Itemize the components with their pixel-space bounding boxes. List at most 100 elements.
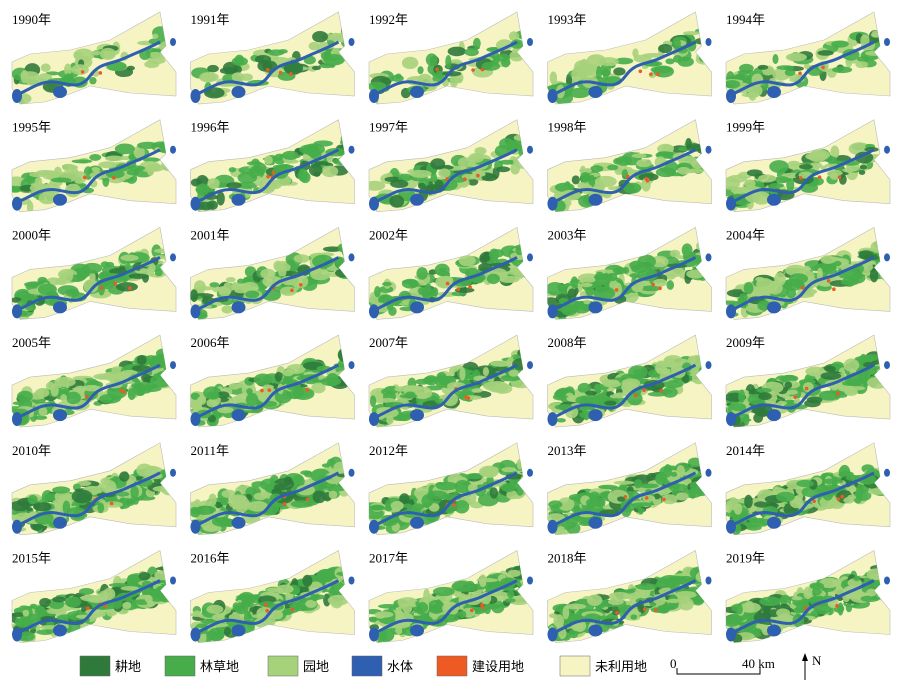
lake bbox=[53, 409, 67, 422]
patch bbox=[66, 269, 74, 282]
built-up bbox=[633, 393, 638, 398]
patch bbox=[136, 463, 153, 477]
patch bbox=[71, 489, 93, 504]
river bbox=[548, 256, 697, 313]
year-label: 2010年 bbox=[12, 443, 51, 458]
built-up bbox=[835, 603, 839, 608]
lake bbox=[12, 519, 22, 534]
patch bbox=[369, 81, 387, 92]
built-up bbox=[282, 502, 287, 506]
river bbox=[727, 40, 875, 98]
patch bbox=[642, 494, 656, 502]
lake bbox=[884, 253, 890, 262]
legend-swatch bbox=[79, 655, 111, 677]
patch bbox=[845, 474, 861, 481]
map-panel: 1992年 bbox=[368, 11, 534, 105]
river bbox=[370, 40, 518, 98]
patch bbox=[200, 500, 213, 506]
patch bbox=[803, 586, 813, 599]
patch bbox=[567, 288, 577, 301]
built-up bbox=[837, 175, 842, 180]
patch bbox=[869, 268, 879, 283]
patch bbox=[585, 390, 597, 396]
lake bbox=[884, 361, 890, 370]
patch bbox=[217, 286, 228, 294]
patch bbox=[168, 563, 176, 575]
patch bbox=[313, 140, 334, 147]
patch bbox=[247, 500, 269, 512]
patch bbox=[633, 54, 652, 63]
patch bbox=[856, 490, 872, 501]
lake bbox=[170, 361, 176, 370]
scale-start: 0 bbox=[670, 656, 677, 671]
patch bbox=[476, 577, 499, 583]
lake bbox=[53, 86, 67, 98]
patch bbox=[449, 73, 459, 88]
patch bbox=[50, 177, 72, 183]
year-label: 2015年 bbox=[12, 551, 51, 566]
patch bbox=[471, 388, 483, 393]
patch bbox=[344, 560, 355, 574]
scale-bar: 0 40 km bbox=[670, 656, 775, 675]
patch bbox=[137, 141, 159, 150]
patch bbox=[566, 522, 581, 535]
built-up bbox=[271, 170, 275, 175]
patch bbox=[411, 503, 424, 511]
patch bbox=[162, 165, 169, 171]
patch bbox=[114, 143, 136, 155]
lake bbox=[12, 89, 22, 103]
patch bbox=[730, 402, 747, 412]
patch bbox=[154, 268, 163, 277]
patch bbox=[71, 159, 93, 164]
patch bbox=[639, 285, 662, 292]
patch bbox=[518, 568, 533, 573]
patch bbox=[321, 165, 339, 178]
patch bbox=[12, 500, 30, 512]
legend-label: 林草地 bbox=[200, 659, 239, 674]
legend-swatch bbox=[164, 655, 196, 677]
legend: 耕地 林草地 园地 水体 建设用地 未利用地 bbox=[79, 655, 647, 677]
patch bbox=[816, 267, 823, 281]
patch bbox=[374, 286, 381, 298]
patch bbox=[318, 568, 335, 583]
lake bbox=[767, 86, 781, 98]
patch bbox=[498, 159, 517, 165]
built-up bbox=[836, 497, 841, 501]
lake bbox=[410, 409, 424, 422]
lake bbox=[588, 86, 603, 98]
built-up bbox=[651, 282, 655, 287]
patch bbox=[726, 618, 740, 627]
patch bbox=[399, 493, 410, 505]
patch bbox=[859, 164, 868, 170]
lake bbox=[588, 624, 603, 637]
patch bbox=[432, 586, 455, 597]
patch bbox=[226, 182, 242, 189]
lake bbox=[547, 89, 558, 103]
lake bbox=[767, 193, 781, 206]
patch bbox=[369, 395, 377, 408]
patch bbox=[195, 183, 210, 196]
patch bbox=[661, 494, 678, 505]
built-up bbox=[798, 176, 803, 180]
year-label: 1999年 bbox=[726, 120, 765, 135]
patch bbox=[672, 37, 681, 50]
patch bbox=[346, 484, 355, 489]
map-panel: 2000年 bbox=[11, 226, 177, 320]
lake bbox=[547, 196, 558, 211]
patch bbox=[162, 348, 176, 362]
patch bbox=[879, 590, 890, 601]
patch bbox=[283, 61, 304, 75]
patch bbox=[579, 396, 589, 410]
patch bbox=[688, 168, 704, 174]
patch bbox=[678, 597, 694, 611]
patch bbox=[292, 387, 315, 400]
patch bbox=[154, 570, 170, 581]
patch bbox=[608, 591, 631, 601]
patch bbox=[482, 366, 489, 377]
patch bbox=[817, 50, 834, 56]
lake bbox=[231, 193, 246, 206]
patch bbox=[583, 299, 591, 305]
patch bbox=[655, 167, 677, 178]
patch bbox=[571, 175, 580, 185]
patch bbox=[64, 63, 72, 76]
